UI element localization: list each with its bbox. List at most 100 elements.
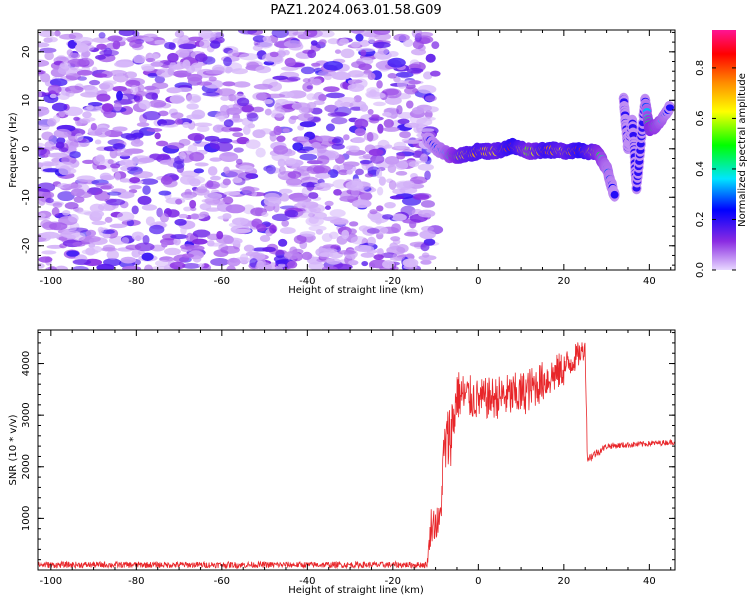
heatmap-noise-blob (187, 133, 205, 141)
heatmap-noise-blob (131, 249, 141, 258)
heatmap-noise-blob (387, 73, 397, 79)
heatmap-noise-blob (104, 216, 113, 223)
heatmap-noise-blob (285, 157, 297, 165)
heatmap-noise-blob (159, 119, 176, 126)
heatmap-noise-blob (353, 95, 362, 103)
heatmap-noise-blob (120, 132, 135, 139)
heatmap-noise-blob (141, 65, 155, 72)
heatmap-noise-blob (284, 57, 296, 67)
heatmap-noise-blob (154, 132, 161, 140)
heatmap-noise-blob (38, 124, 50, 131)
heatmap-noise-blob (89, 203, 105, 213)
heatmap-noise-blob (173, 237, 181, 246)
heatmap-noise-blob (57, 191, 75, 202)
heatmap-noise-blob (98, 32, 106, 39)
heatmap-noise-blob (119, 178, 132, 183)
heatmap-noise-blob (67, 213, 79, 223)
heatmap-noise-blob (231, 228, 252, 234)
heatmap-noise-blob (75, 43, 89, 53)
heatmap-noise-blob (348, 145, 360, 153)
heatmap-noise-blob (376, 186, 384, 196)
heatmap-noise-blob (202, 91, 220, 97)
heatmap-noise-blob (133, 171, 154, 179)
heatmap-noise-blob (54, 265, 69, 270)
heatmap-noise-blob (232, 132, 244, 138)
heatmap-noise-blob (384, 144, 393, 149)
heatmap-noise-blob (343, 134, 350, 141)
snr-x-tick-label: 0 (475, 576, 481, 587)
heatmap-noise-blob (172, 70, 192, 78)
heatmap-noise-blob (359, 191, 372, 202)
heatmap-noise-blob (178, 43, 197, 50)
heatmap-noise-blob (209, 40, 221, 49)
heatmap-noise-blob (94, 139, 102, 145)
heatmap-noise-blob (259, 234, 271, 242)
heatmap-noise-blob (53, 128, 72, 138)
heatmap-noise-blob (238, 30, 258, 35)
heatmap-noise-blob (72, 259, 91, 266)
heatmap-noise-blob (190, 213, 200, 220)
heatmap-noise-blob (351, 199, 372, 208)
heatmap-noise-blob (189, 199, 197, 209)
heatmap-noise-blob (49, 222, 68, 231)
heatmap-noise-blob (269, 132, 277, 142)
snr-y-tick-label: 4000 (21, 351, 32, 376)
heatmap-noise-blob (107, 159, 114, 165)
heatmap-noise-blob (106, 250, 119, 260)
heatmap-noise-blob (82, 111, 92, 119)
heatmap-noise-blob (205, 69, 224, 75)
heatmap-noise-blob (38, 142, 45, 148)
spectrogram-x-tick-label: 40 (643, 276, 656, 287)
heatmap-noise-blob (227, 257, 241, 267)
colorbar: 0.0 0.2 0.4 0.6 0.8 Normalized spectral ampl… (695, 30, 748, 278)
heatmap-noise-blob (91, 220, 107, 226)
heatmap-noise-blob (255, 65, 272, 74)
heatmap-noise-blob (195, 186, 208, 194)
heatmap-noise-blob (233, 147, 244, 153)
heatmap-noise-blob (293, 234, 307, 244)
heatmap-noise-blob (411, 48, 427, 56)
heatmap-noise-blob (319, 182, 327, 187)
heatmap-noise-blob (205, 200, 226, 206)
heatmap-noise-blob (404, 86, 418, 95)
heatmap-noise-blob (182, 194, 194, 200)
spectrogram-y-tick-label: 20 (21, 45, 32, 58)
heatmap-noise-blob (296, 113, 314, 122)
heatmap-noise-blob (373, 30, 391, 35)
snr-y-tick-label: 2000 (21, 454, 32, 479)
heatmap-noise-blob (332, 217, 349, 226)
heatmap-noise-blob (51, 207, 60, 217)
heatmap-noise-blob (395, 71, 414, 78)
heatmap-noise-blob (239, 253, 249, 262)
heatmap-noise-blob (271, 108, 286, 118)
heatmap-noise-blob (113, 102, 122, 112)
heatmap-noise-blob (67, 58, 87, 67)
heatmap-noise-blob (38, 199, 46, 206)
heatmap-noise-blob (223, 235, 234, 245)
heatmap-noise-blob (178, 213, 189, 219)
heatmap-noise-blob (85, 85, 99, 96)
heatmap-noise-blob (164, 247, 181, 256)
heatmap-noise-blob (310, 40, 318, 46)
heatmap-noise-blob (310, 107, 323, 115)
heatmap-noise-blob (367, 72, 376, 81)
spectrogram-x-tick-label: 20 (557, 276, 570, 287)
heatmap-noise-blob (396, 104, 403, 115)
heatmap-noise-blob (417, 84, 437, 94)
heatmap-noise-blob (419, 37, 431, 45)
heatmap-noise-blob (141, 204, 158, 211)
heatmap-noise-blob (308, 204, 326, 214)
heatmap-noise-blob (387, 164, 397, 174)
heatmap-noise-blob (269, 224, 277, 234)
heatmap-noise-blob (62, 209, 71, 216)
heatmap-noise-blob (73, 36, 94, 45)
heatmap-noise-blob (59, 61, 71, 69)
heatmap-noise-blob (164, 42, 176, 50)
spectrogram-x-tick-label: -80 (128, 276, 144, 287)
heatmap-noise-blob (402, 258, 419, 268)
spectrogram-frame (37, 29, 676, 271)
heatmap-noise-blob (95, 54, 106, 60)
heatmap-noise-blob (359, 104, 369, 112)
heatmap-noise-blob (404, 231, 419, 237)
